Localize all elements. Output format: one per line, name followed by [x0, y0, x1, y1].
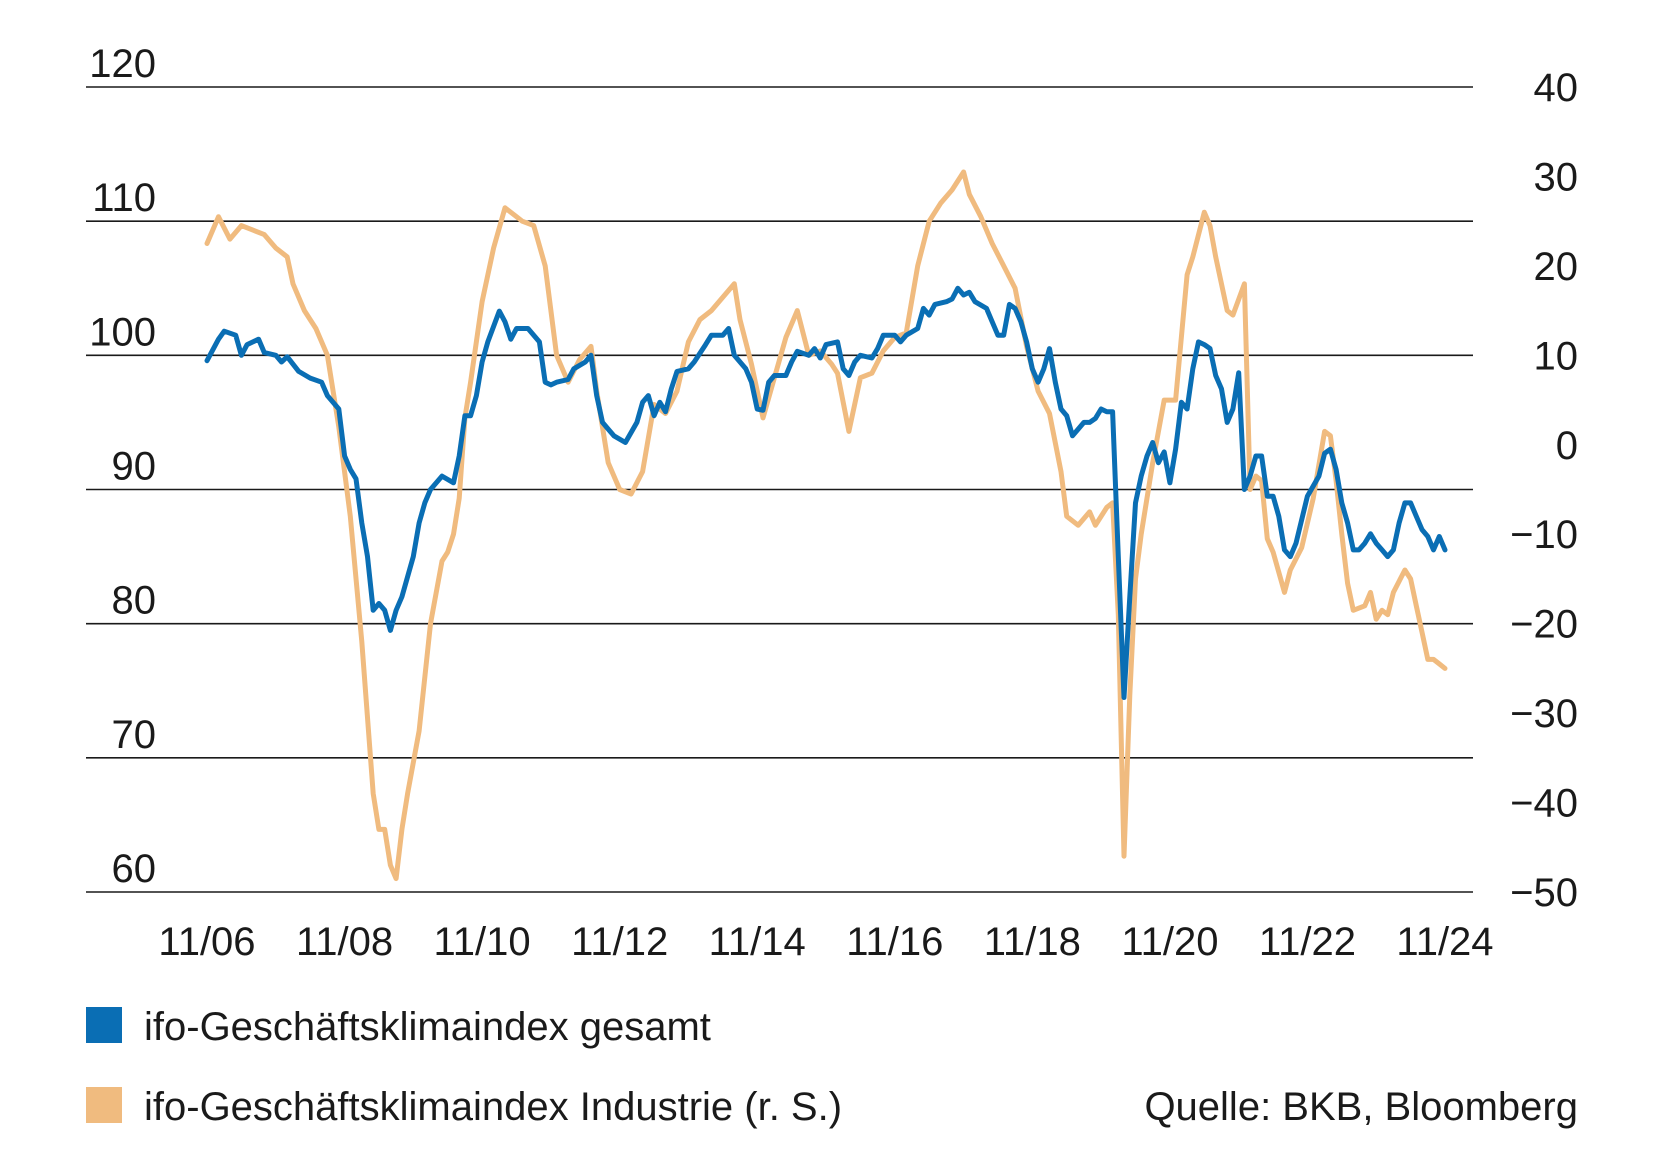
left-y-tick-label: 80: [112, 579, 157, 623]
x-tick-label: 11/12: [571, 920, 668, 964]
left-y-tick-label: 100: [89, 310, 156, 354]
right-y-tick-label: −30: [1510, 692, 1578, 736]
right-y-tick-label: 0: [1556, 424, 1578, 468]
legend-label-gesamt: ifo-Geschäftsklimaindex gesamt: [144, 1005, 711, 1049]
right-y-tick-label: 20: [1534, 245, 1579, 289]
x-tick-label: 11/24: [1396, 920, 1493, 964]
legend-label-industrie: ifo-Geschäftsklimaindex Industrie (r. S.…: [144, 1085, 842, 1129]
right-y-axis: 40 30 20 10 0 −10 −20 −30 −40 −50: [1510, 66, 1578, 915]
x-tick-label: 11/18: [984, 920, 1081, 964]
series-lines: [204, 169, 1448, 882]
x-tick-label: 11/14: [709, 920, 806, 964]
left-y-axis: 120 110 100 90 80 70 60: [89, 42, 156, 891]
x-axis: 11/06 11/08 11/10 11/12 11/14 11/16 11/18 11/20…: [158, 920, 1493, 964]
x-tick-label: 11/08: [296, 920, 393, 964]
x-tick-label: 11/10: [434, 920, 531, 964]
right-y-tick-label: −40: [1510, 782, 1578, 826]
right-y-tick-label: 40: [1534, 66, 1579, 110]
series-line-industrie: [204, 169, 1448, 882]
left-y-tick-label: 60: [112, 847, 157, 891]
x-tick-label: 11/20: [1121, 920, 1218, 964]
left-y-tick-label: 120: [89, 42, 156, 86]
legend-swatch-gesamt: [86, 1007, 122, 1043]
x-tick-label: 11/22: [1259, 920, 1356, 964]
x-tick-label: 11/16: [846, 920, 943, 964]
left-y-tick-label: 110: [92, 176, 156, 220]
legend-swatch-industrie: [86, 1087, 122, 1123]
left-y-tick-label: 70: [112, 713, 157, 757]
right-y-tick-label: 10: [1534, 334, 1579, 378]
left-y-tick-label: 90: [112, 445, 157, 489]
right-y-tick-label: −10: [1510, 513, 1578, 557]
legend: ifo-Geschäftsklimaindex gesamt ifo-Gesch…: [86, 1005, 1578, 1129]
right-y-tick-label: 30: [1534, 155, 1579, 199]
x-tick-label: 11/06: [158, 920, 255, 964]
right-y-tick-label: −50: [1510, 871, 1578, 915]
series-line-gesamt: [204, 285, 1448, 700]
right-y-tick-label: −20: [1510, 603, 1578, 647]
source-note: Quelle: BKB, Bloomberg: [1144, 1085, 1578, 1129]
